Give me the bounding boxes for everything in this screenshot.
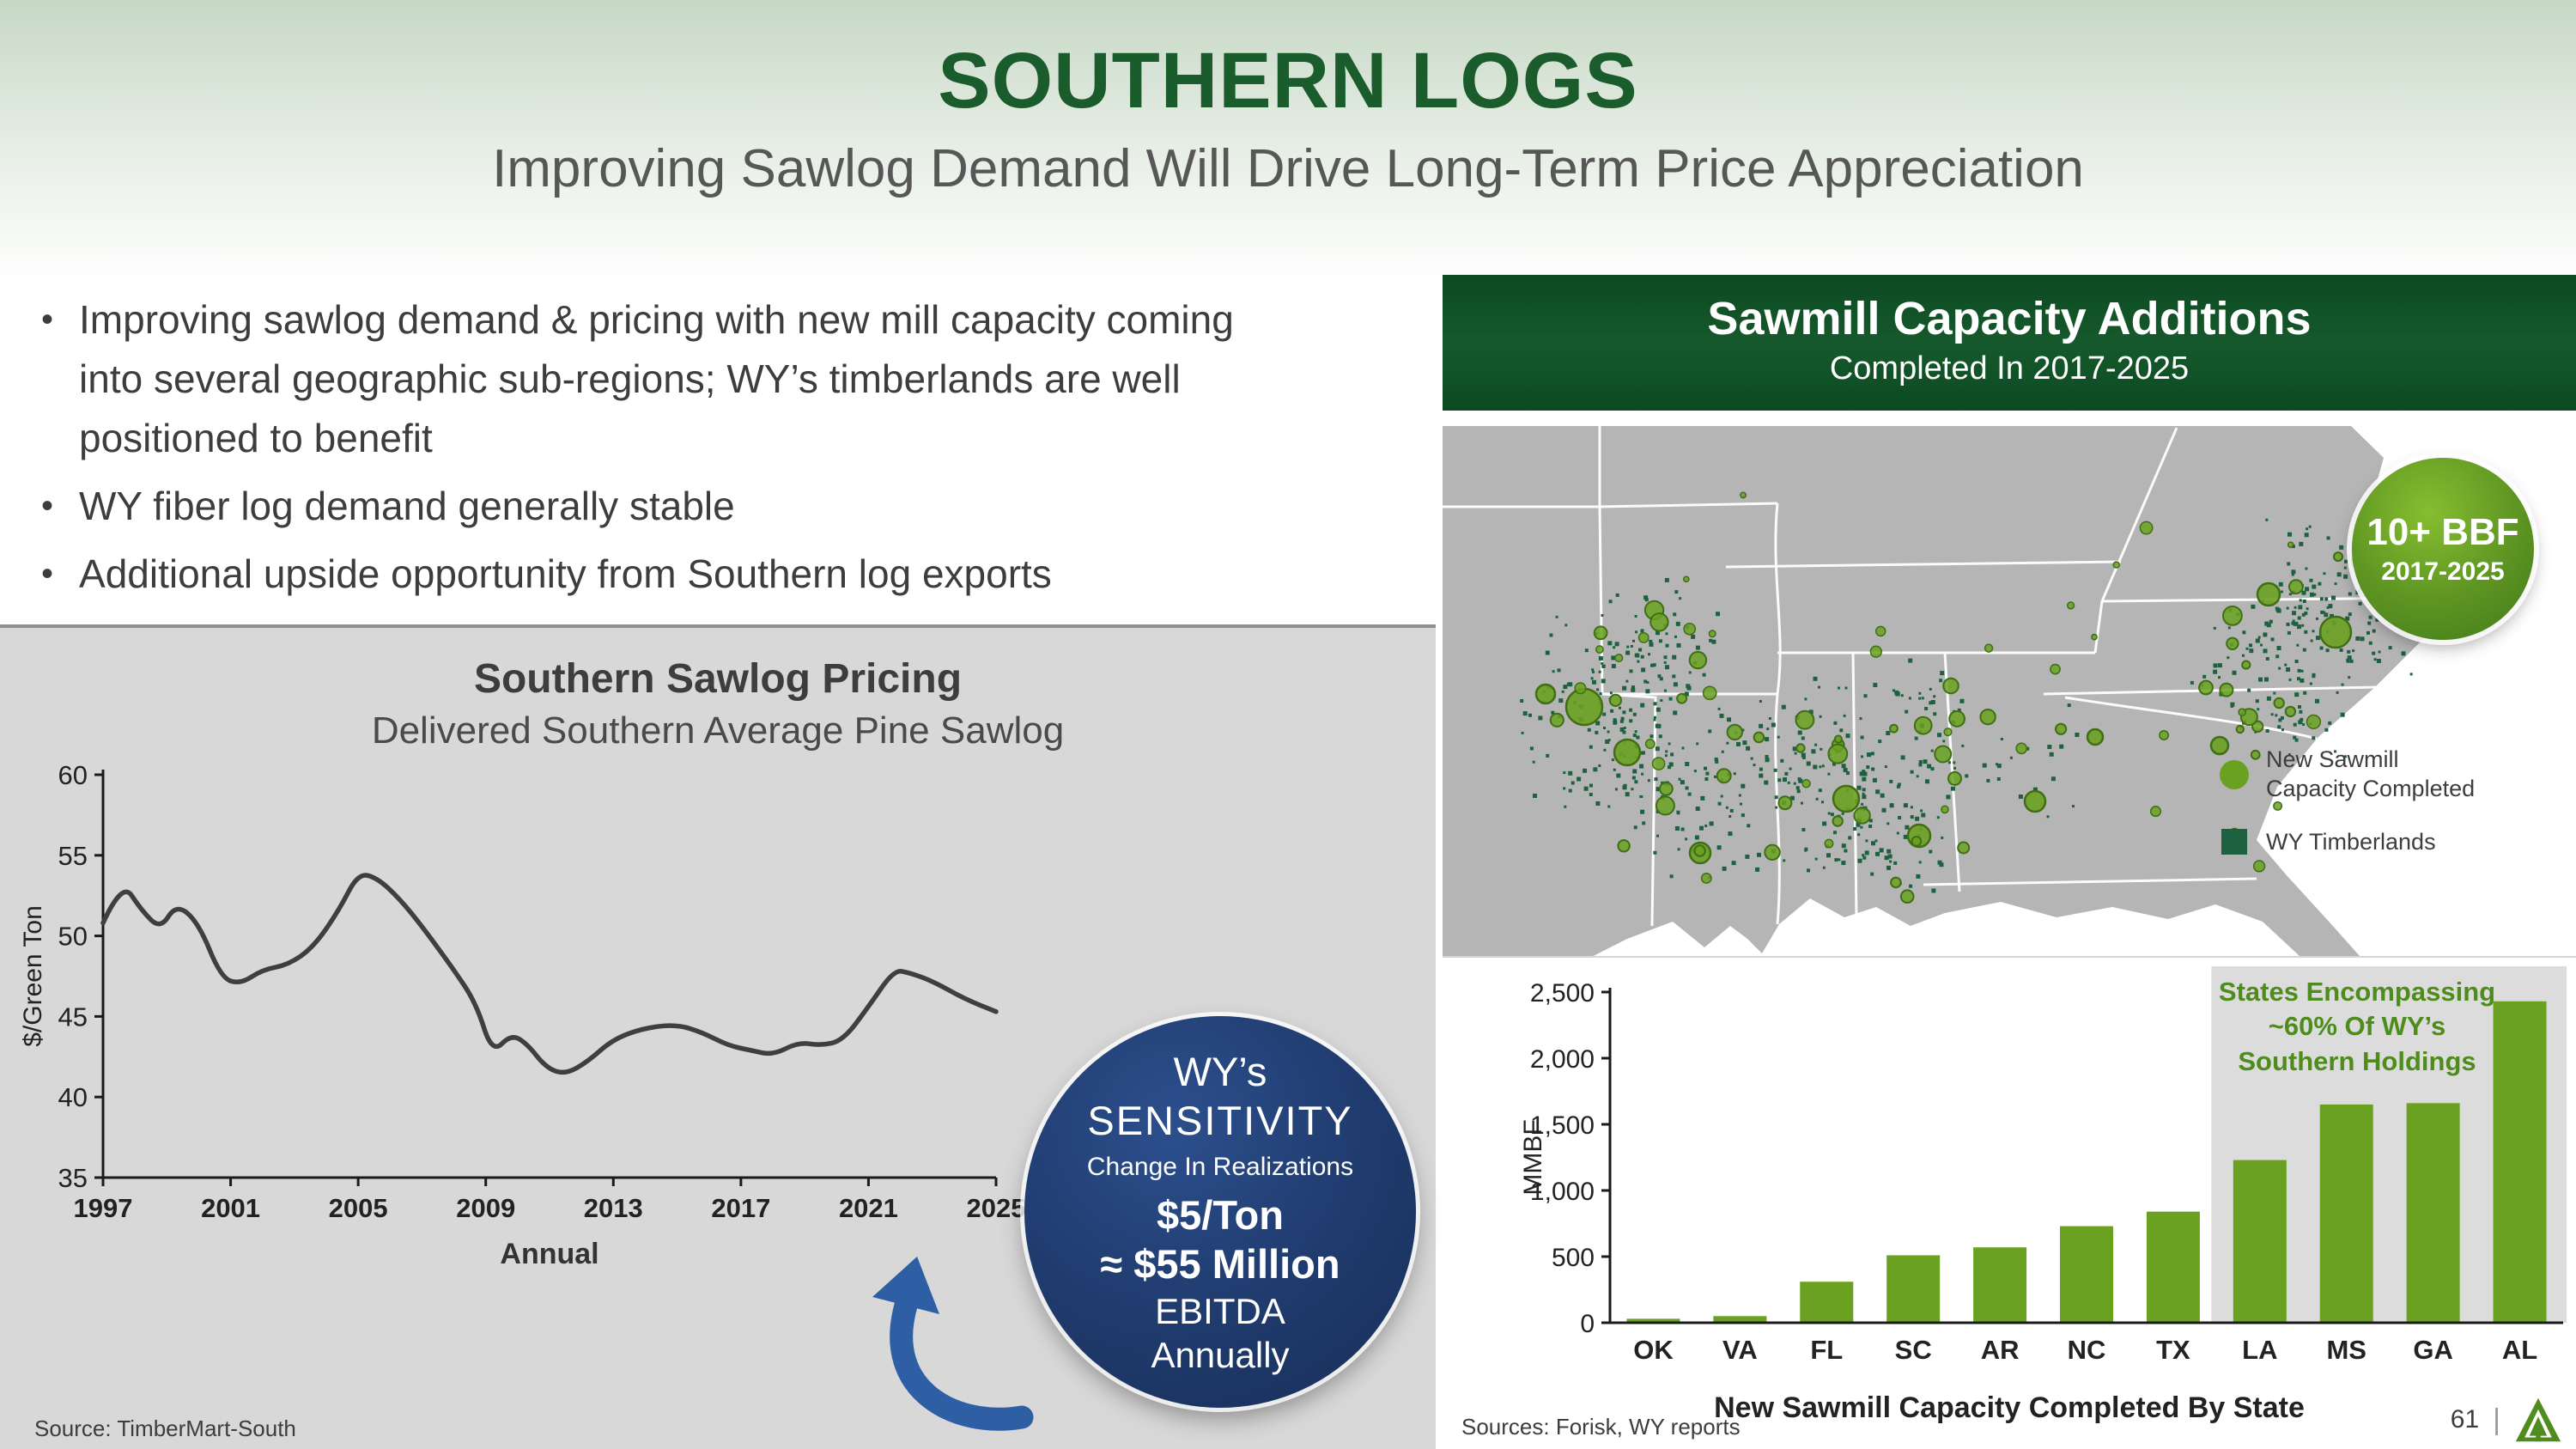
page-subtitle: Improving Sawlog Demand Will Drive Long-… <box>492 139 2084 198</box>
svg-text:FL: FL <box>1810 1335 1843 1365</box>
svg-text:1,500: 1,500 <box>1530 1111 1595 1140</box>
bullet-item: • Additional upside opportunity from Sout… <box>41 545 1381 604</box>
company-logo <box>2515 1397 2561 1442</box>
pricing-chart-subtitle: Delivered Southern Average Pine Sawlog <box>371 709 1065 752</box>
legend-label: WY Timberlands <box>2266 828 2436 855</box>
svg-text:LA: LA <box>2242 1335 2277 1365</box>
svg-text:2005: 2005 <box>329 1193 388 1223</box>
svg-text:2017: 2017 <box>711 1193 770 1223</box>
sensitivity-line: Annually <box>1151 1334 1290 1375</box>
svg-text:55: 55 <box>58 841 88 871</box>
svg-text:$/Green Ton: $/Green Ton <box>19 905 47 1047</box>
badge-years: 2017-2025 <box>2381 557 2505 586</box>
bullet-icon: • <box>41 555 54 593</box>
badge-value: 10+ BBF <box>2366 511 2519 553</box>
legend-item-sawmill: New Sawmill Capacity Completed <box>2220 746 2475 804</box>
footer-divider: | <box>2493 1403 2500 1436</box>
svg-text:SC: SC <box>1895 1335 1932 1365</box>
svg-text:1,000: 1,000 <box>1530 1178 1595 1206</box>
svg-text:2009: 2009 <box>456 1193 515 1223</box>
svg-text:35: 35 <box>58 1163 88 1193</box>
sensitivity-line: $5/Ton <box>1157 1192 1284 1239</box>
sawmill-map: 10+ BBF 2017-2025 New Sawmill Capacity C… <box>1443 411 2576 956</box>
svg-text:50: 50 <box>58 922 88 952</box>
svg-text:GA: GA <box>2413 1335 2453 1365</box>
map-header: Sawmill Capacity Additions Completed In … <box>1443 275 2576 411</box>
bullet-text: Additional upside opportunity from South… <box>79 551 1052 596</box>
bullet-text: WY fiber log demand generally stable <box>79 484 735 528</box>
svg-text:2,500: 2,500 <box>1530 979 1595 1008</box>
map-legend: New Sawmill Capacity Completed WY Timber… <box>2220 746 2475 880</box>
svg-text:AR: AR <box>1981 1335 2020 1365</box>
sawmill-panel: Sawmill Capacity Additions Completed In … <box>1443 275 2576 1449</box>
bullet-item: • Improving sawlog demand & pricing with … <box>41 290 1381 468</box>
sensitivity-badge: WY’s SENSITIVITY Change In Realizations … <box>1024 1016 1416 1408</box>
capacity-badge: 10+ BBF 2017-2025 <box>2352 458 2534 640</box>
svg-text:2013: 2013 <box>584 1193 643 1223</box>
svg-text:40: 40 <box>58 1082 88 1112</box>
curved-arrow-icon <box>872 1257 1034 1431</box>
bullet-text: Improving sawlog demand & pricing with n… <box>79 297 1234 460</box>
svg-text:TX: TX <box>2156 1335 2190 1365</box>
bullet-icon: • <box>41 487 54 525</box>
page-title: SOUTHERN LOGS <box>938 37 1638 125</box>
svg-text:45: 45 <box>58 1002 88 1032</box>
svg-text:MMBF: MMBF <box>1519 1119 1547 1195</box>
holdings-annotation: States Encompassing ~60% Of WY’s Souther… <box>2218 977 2496 1076</box>
pricing-line-chart: 35 40 45 50 55 60 1997 2001 2005 2009 2013 2017 2021… <box>17 760 1030 1296</box>
svg-text:2025: 2025 <box>967 1193 1026 1223</box>
page-number: 61 <box>2450 1405 2480 1434</box>
sensitivity-line: EBITDA <box>1155 1290 1285 1331</box>
bullet-icon: • <box>41 301 54 338</box>
bar-chart-xlabel: New Sawmill Capacity Completed By State <box>1714 1391 2305 1424</box>
svg-text:2,000: 2,000 <box>1530 1045 1595 1074</box>
capacity-bar-section: 0 500 1,000 1,500 2,000 2,500 OK VA FL SC AR NC TX LA… <box>1443 956 2576 1449</box>
sawmill-dot-icon <box>2220 759 2249 789</box>
slide-header: SOUTHERN LOGS Improving Sawlog Demand Wi… <box>0 0 2576 283</box>
page-footer: 61 | <box>2451 1396 2562 1444</box>
legend-item-timberlands: WY Timberlands <box>2220 828 2475 857</box>
bullet-item: • WY fiber log demand generally stable <box>41 477 1381 536</box>
legend-label: New Sawmill Capacity Completed <box>2266 746 2476 801</box>
sensitivity-line: WY’s <box>1173 1048 1267 1094</box>
svg-text:0: 0 <box>1580 1310 1595 1338</box>
svg-text:1997: 1997 <box>74 1193 133 1223</box>
timberland-square-icon <box>2221 829 2247 855</box>
svg-text:Annual: Annual <box>500 1238 598 1270</box>
svg-text:500: 500 <box>1552 1244 1595 1272</box>
svg-text:2001: 2001 <box>201 1193 260 1223</box>
svg-text:60: 60 <box>58 764 88 790</box>
capacity-bar-chart: 0 500 1,000 1,500 2,000 2,500 OK VA FL SC AR NC TX LA… <box>1516 966 2572 1379</box>
svg-text:VA: VA <box>1722 1335 1758 1365</box>
sensitivity-line: SENSITIVITY <box>1087 1098 1353 1144</box>
map-subtitle: Completed In 2017-2025 <box>1829 350 2190 387</box>
pricing-chart-title: Southern Sawlog Pricing <box>473 656 963 702</box>
svg-text:NC: NC <box>2068 1335 2106 1365</box>
svg-text:AL: AL <box>2502 1335 2537 1365</box>
map-source: Sources: Forisk, WY reports <box>1461 1414 1741 1440</box>
sensitivity-line: Change In Realizations <box>1086 1153 1354 1182</box>
map-title: Sawmill Capacity Additions <box>1707 293 2312 344</box>
sensitivity-line: ≈ $55 Million <box>1100 1241 1340 1288</box>
southeast-us-map <box>1443 411 2576 956</box>
svg-text:OK: OK <box>1633 1335 1674 1365</box>
svg-text:2021: 2021 <box>839 1193 898 1223</box>
svg-text:MS: MS <box>2326 1335 2366 1365</box>
bullet-list: • Improving sawlog demand & pricing with … <box>41 290 1381 612</box>
pricing-source: Source: TimberMart-South <box>34 1416 296 1441</box>
